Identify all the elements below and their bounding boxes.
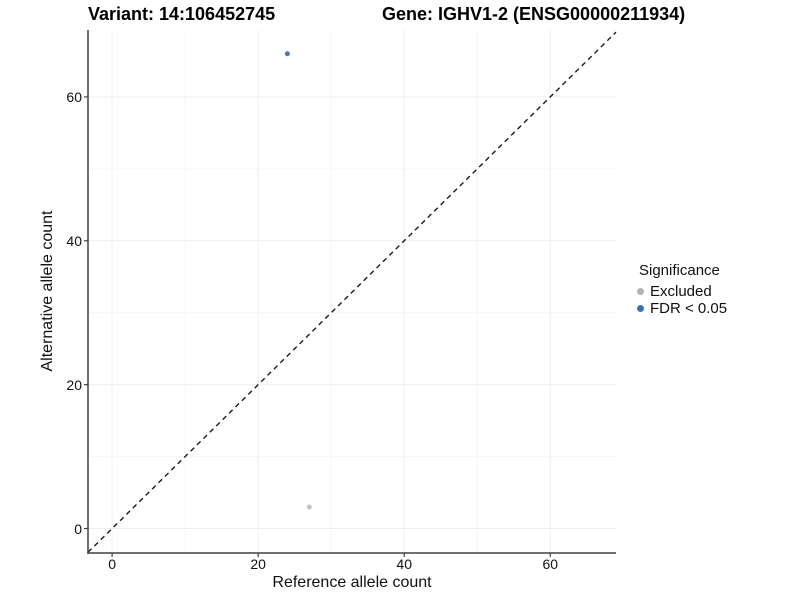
x-tick-label: 20 xyxy=(250,556,266,572)
y-tick-label: 0 xyxy=(74,520,82,537)
legend-item: Excluded xyxy=(634,283,798,300)
y-tick-label: 40 xyxy=(66,232,82,249)
x-tick-label: 60 xyxy=(542,556,559,572)
legend: Significance Excluded FDR < 0.05 xyxy=(634,262,798,317)
legend-title: Significance xyxy=(639,262,720,279)
x-tick-label: 0 xyxy=(108,556,116,572)
legend-swatch-icon xyxy=(637,288,644,295)
legend-item: FDR < 0.05 xyxy=(634,300,798,317)
legend-entries: Excluded FDR < 0.05 xyxy=(634,283,798,317)
identity-line xyxy=(87,31,617,553)
data-point-fdr-0-05 xyxy=(284,51,290,57)
legend-swatch-icon xyxy=(637,305,644,312)
data-point-excluded xyxy=(306,504,312,510)
y-tick-label: 20 xyxy=(66,376,82,393)
plot-title-gene: Gene: IGHV1-2 (ENSG00000211934) xyxy=(382,4,686,24)
legend-label: Excluded xyxy=(650,283,712,300)
legend-label: FDR < 0.05 xyxy=(650,300,728,317)
plot-title-variant: Variant: 14:106452745 xyxy=(88,4,276,24)
x-tick-label: 40 xyxy=(396,556,412,572)
y-tick-label: 60 xyxy=(66,88,82,105)
x-axis-title: Reference allele count xyxy=(272,574,432,591)
